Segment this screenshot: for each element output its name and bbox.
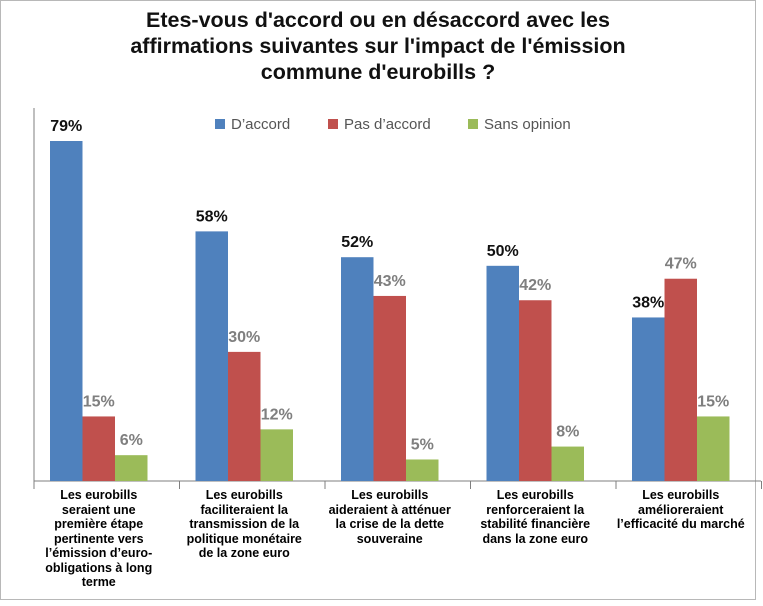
legend-swatch-sans-opinion xyxy=(468,119,478,129)
bar-series-3-category-3 xyxy=(406,459,439,481)
chart-title-line-1: Etes-vous d'accord ou en désaccord avec … xyxy=(146,8,610,32)
legend: D’accord Pas d’accord Sans opinion xyxy=(215,116,571,133)
data-label-series-2-category-1: 15% xyxy=(83,393,115,410)
legend-label-sans-opinion: Sans opinion xyxy=(484,116,571,133)
data-label-series-3-category-4: 8% xyxy=(556,424,579,441)
data-label-series-1-category-4: 50% xyxy=(487,243,519,260)
legend-swatch-pas-d-accord xyxy=(328,119,338,129)
bar-series-2-category-5 xyxy=(664,278,697,481)
chart-title: Etes-vous d'accord ou en désaccord avec … xyxy=(0,7,756,85)
chart-title-line-3: commune d'eurobills ? xyxy=(260,60,496,84)
bar-series-1-category-3 xyxy=(341,257,374,481)
data-label-series-3-category-5: 15% xyxy=(697,393,729,410)
data-label-series-2-category-2: 30% xyxy=(228,329,260,346)
data-label-series-1-category-3: 52% xyxy=(341,234,373,251)
data-label-series-1-category-1: 79% xyxy=(50,118,82,135)
category-label-5: Les eurobills amélioreraient l’efficacit… xyxy=(616,488,745,531)
data-label-series-2-category-4: 42% xyxy=(519,277,551,294)
chart-title-line-2: affirmations suivantes sur l'impact de l… xyxy=(130,34,626,58)
bar-series-3-category-2 xyxy=(260,429,293,481)
data-label-series-3-category-3: 5% xyxy=(411,436,434,453)
category-label-4: Les eurobills renforceraient la stabilit… xyxy=(480,488,591,546)
data-label-series-3-category-2: 12% xyxy=(261,406,293,423)
bar-series-1-category-4 xyxy=(486,265,519,481)
legend-label-pas-d-accord: Pas d’accord xyxy=(344,116,431,133)
bar-series-3-category-5 xyxy=(697,416,730,481)
legend-swatch-d-accord xyxy=(215,119,225,129)
bar-series-1-category-1 xyxy=(50,141,83,481)
bar-series-2-category-4 xyxy=(519,300,552,481)
data-label-series-3-category-1: 6% xyxy=(120,432,143,449)
bar-series-1-category-2 xyxy=(195,231,228,481)
data-label-series-1-category-5: 38% xyxy=(632,294,664,311)
plot-area: 79% 58% 52% 50% 38% 15% 30% 43% 42% 47% 6% 12% 5% 8% 1… xyxy=(33,108,762,489)
legend-label-d-accord: D’accord xyxy=(231,116,290,133)
category-label-2: Les eurobills faciliteraient la transmis… xyxy=(186,488,302,560)
category-label-1: Les eurobills seraient une première étap… xyxy=(45,488,153,589)
bar-series-1-category-5 xyxy=(632,317,665,481)
data-label-series-2-category-3: 43% xyxy=(374,273,406,290)
category-label-3: Les eurobills aideraient à atténuer la c… xyxy=(328,488,451,546)
bar-series-3-category-1 xyxy=(115,455,148,481)
bar-series-2-category-3 xyxy=(373,295,406,481)
bar-series-3-category-4 xyxy=(551,446,584,481)
data-label-series-1-category-2: 58% xyxy=(196,208,228,225)
bar-series-2-category-1 xyxy=(82,416,115,481)
data-label-series-2-category-5: 47% xyxy=(665,256,697,273)
bar-series-2-category-2 xyxy=(228,351,261,481)
